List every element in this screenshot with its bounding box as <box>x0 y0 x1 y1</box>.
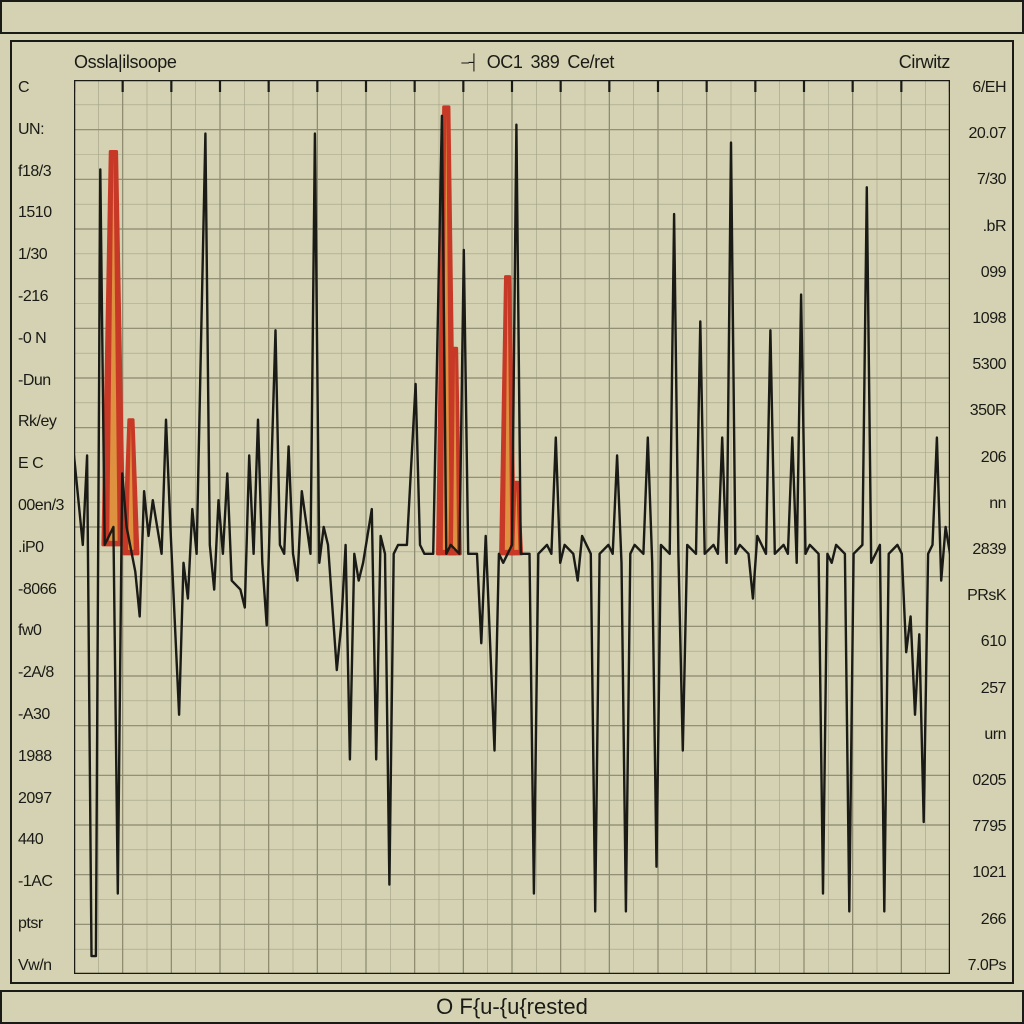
bottom-toolbar-text: O F{u-{u{rested <box>436 994 588 1020</box>
left-axis-label: -Dun <box>18 373 70 389</box>
scope-header-center-suffix: Ce/ret <box>567 52 614 73</box>
left-axis-label: C <box>18 80 70 96</box>
left-axis-label: -8066 <box>18 582 70 598</box>
top-toolbar <box>0 0 1024 34</box>
oscilloscope-plot <box>74 80 950 974</box>
scope-header-center-value: 389 <box>531 52 560 73</box>
left-axis-label: -0 N <box>18 331 70 347</box>
left-axis-label: .iP0 <box>18 540 70 556</box>
right-axis-labels: 6/EH 20.07 7/30 .bR 099 1098 5300 350R 206 nn 2839… <box>954 80 1012 974</box>
right-axis-label: 7.0Ps <box>954 958 1006 974</box>
right-axis-label: 350R <box>954 403 1006 419</box>
right-axis-label: 1098 <box>954 311 1006 327</box>
scope-header-left: Ossla|ilsoope <box>74 52 177 73</box>
bottom-toolbar: O F{u-{u{rested <box>0 990 1024 1024</box>
left-axis-label: 1988 <box>18 749 70 765</box>
left-axis-label: -A30 <box>18 707 70 723</box>
scope-header-right: Cirwitz <box>899 52 950 73</box>
left-axis-label: UN: <box>18 122 70 138</box>
right-axis-label: 7795 <box>954 819 1006 835</box>
left-axis-label: Vw/n <box>18 958 70 974</box>
right-axis-label: 20.07 <box>954 126 1006 142</box>
scope-header-center: ⎯┤ OC1 389 Ce/ret <box>461 52 614 73</box>
cursor-icon: ⎯┤ <box>461 54 478 71</box>
right-axis-label: 099 <box>954 265 1006 281</box>
left-axis-label: 440 <box>18 832 70 848</box>
left-axis-label: 2097 <box>18 791 70 807</box>
scope-frame: Ossla|ilsoope ⎯┤ OC1 389 Ce/ret Cirwitz … <box>10 40 1014 984</box>
left-axis-labels: C UN: f18/3 1510 1/30 -216 -0 N -Dun Rk/ey E C 00e… <box>12 80 70 974</box>
right-axis-label: 206 <box>954 450 1006 466</box>
right-axis-label: nn <box>954 496 1006 512</box>
right-axis-label: 5300 <box>954 357 1006 373</box>
left-axis-label: fw0 <box>18 623 70 639</box>
right-axis-label: 2839 <box>954 542 1006 558</box>
right-axis-label: 610 <box>954 634 1006 650</box>
right-axis-label: 1021 <box>954 865 1006 881</box>
right-axis-label: .bR <box>954 219 1006 235</box>
left-axis-label: 1510 <box>18 205 70 221</box>
right-axis-label: 266 <box>954 912 1006 928</box>
left-axis-label: 00en/3 <box>18 498 70 514</box>
right-axis-label: 6/EH <box>954 80 1006 96</box>
right-axis-label: 7/30 <box>954 172 1006 188</box>
right-axis-label: 0205 <box>954 773 1006 789</box>
right-axis-label: urn <box>954 727 1006 743</box>
right-axis-label: 257 <box>954 681 1006 697</box>
scope-header-center-prefix: OC1 <box>487 52 523 73</box>
left-axis-label: Rk/ey <box>18 414 70 430</box>
oscilloscope-page: Ossla|ilsoope ⎯┤ OC1 389 Ce/ret Cirwitz … <box>0 0 1024 1024</box>
left-axis-label: -1AC <box>18 874 70 890</box>
left-axis-label: E C <box>18 456 70 472</box>
scope-header: Ossla|ilsoope ⎯┤ OC1 389 Ce/ret Cirwitz <box>74 48 950 76</box>
left-axis-label: 1/30 <box>18 247 70 263</box>
left-axis-label: -2A/8 <box>18 665 70 681</box>
right-axis-label: PRsK <box>954 588 1006 604</box>
left-axis-label: -216 <box>18 289 70 305</box>
left-axis-label: f18/3 <box>18 164 70 180</box>
left-axis-label: ptsr <box>18 916 70 932</box>
plot-area <box>74 80 950 974</box>
